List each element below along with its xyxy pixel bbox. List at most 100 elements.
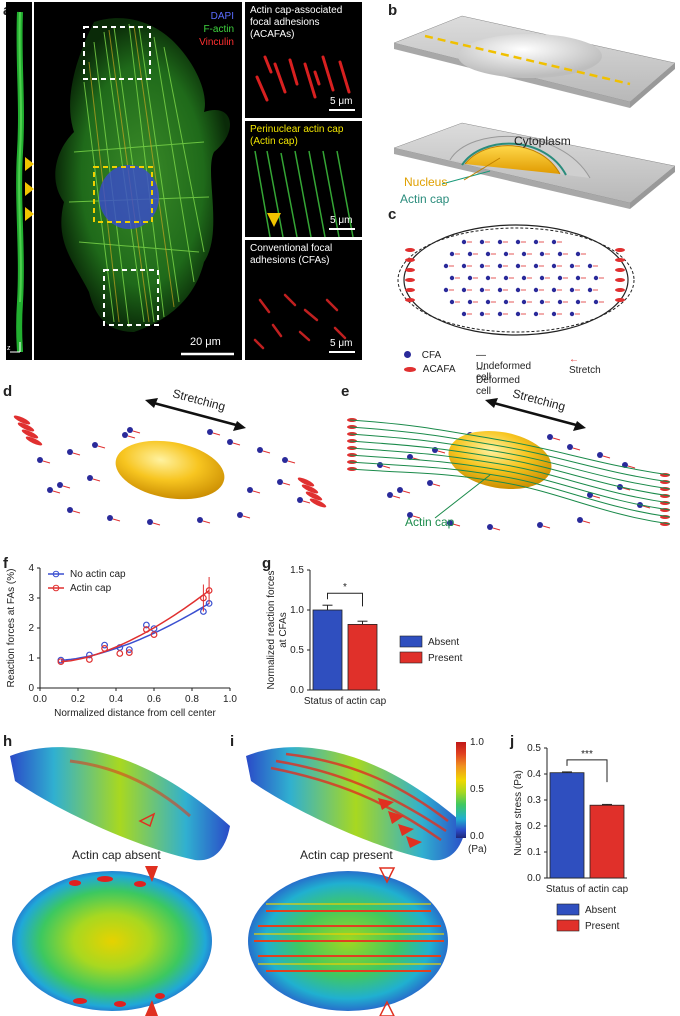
stretch-arrow	[97, 445, 106, 449]
legend-swatch	[556, 919, 580, 932]
z-section-strip: z	[6, 2, 34, 360]
arrowhead-icon	[267, 213, 281, 227]
cfa-dot	[575, 275, 581, 281]
cfa-dot	[479, 287, 485, 293]
stretch-arrow	[132, 430, 141, 434]
stretch-arrow	[432, 483, 441, 487]
cfa-dot	[197, 517, 203, 523]
bar-present	[589, 804, 625, 879]
y-tick-label: 1.5	[290, 565, 304, 576]
fa-layout-schematic	[397, 224, 635, 336]
cfa-dot	[539, 251, 545, 257]
z-section-image	[10, 11, 34, 353]
cfa-dot	[57, 482, 63, 488]
significance-mark: ***	[581, 749, 593, 760]
cfa-dot	[67, 449, 73, 455]
cfa-dot	[461, 263, 467, 269]
y-axis-label: Reaction forces at FAs (%)	[6, 569, 17, 688]
cfa-dot	[377, 462, 383, 468]
stretch-arrow	[542, 525, 551, 529]
cfa-dot	[87, 475, 93, 481]
fit-line-0	[60, 602, 210, 661]
arrowhead-icon	[388, 811, 404, 824]
arrowhead-icon	[378, 867, 396, 884]
cfa-dot	[569, 263, 575, 269]
cfa-dot	[593, 299, 599, 305]
cfa-dot	[107, 515, 113, 521]
data-point	[125, 649, 133, 656]
panel-label-j: j	[510, 733, 515, 750]
data-point	[142, 626, 150, 633]
y-tick-label: 1.0	[290, 605, 304, 616]
legend-marker	[52, 570, 60, 578]
panel-label-f: f	[3, 555, 8, 572]
acafa-mark	[615, 278, 625, 282]
stretch-arrow	[252, 490, 261, 494]
actin-cable	[349, 454, 671, 511]
cfa-dot	[515, 287, 521, 293]
cfa-dot	[277, 479, 283, 485]
acafa-mark	[405, 258, 415, 262]
arrowhead-icon	[25, 157, 34, 171]
data-point	[57, 658, 65, 665]
inset-cfa-title: Conventional focal adhesions (CFAs)	[250, 243, 333, 266]
y-tick-label: 0.3	[527, 795, 541, 806]
acafa-mark	[13, 415, 31, 425]
main-micrograph: DAPI F-actin Vinculin 20 μm	[34, 2, 242, 360]
stretch-arrow	[127, 435, 136, 439]
cfa-dot	[227, 439, 233, 445]
cfa-dot	[533, 287, 539, 293]
cfa-dot	[92, 442, 98, 448]
y-tick-label: 3	[28, 593, 34, 604]
axis-z-label: z	[7, 345, 11, 352]
legend-swatch	[399, 651, 423, 664]
legend-label: Present	[428, 653, 463, 664]
colorbar-tick-max: 1.0	[470, 737, 484, 748]
x-axis-label: Normalized distance from cell center	[54, 708, 216, 719]
stretch-arrow	[282, 482, 291, 486]
cfa-dot	[533, 311, 539, 317]
cfa-dot	[569, 287, 575, 293]
stretch-arrow	[112, 518, 121, 522]
cfa-dot	[521, 251, 527, 257]
arrowhead-icon	[379, 1000, 395, 1016]
arrowhead-icon	[25, 207, 34, 221]
cfa-dot	[497, 263, 503, 269]
acafa-mark	[17, 422, 35, 432]
stretch-arrow	[212, 432, 221, 436]
y-tick-label: 1	[28, 653, 34, 664]
inset-actin-cap: Perinuclear actin cap (Actin cap) 5 μm	[245, 121, 362, 238]
y-tick-label: 0.2	[527, 821, 541, 832]
label-actin-cap-e: Actin cap	[405, 515, 455, 529]
significance-bracket	[566, 759, 608, 783]
data-point	[125, 646, 133, 653]
significance-mark: *	[343, 582, 347, 593]
legend-vinculin: Vinculin	[199, 37, 234, 48]
x-tick-label: 0.8	[185, 694, 199, 705]
legend-marker	[52, 584, 60, 592]
panel-label-d: d	[3, 383, 13, 400]
acafa-mark	[615, 258, 625, 262]
x-axis-label: Status of actin cap	[546, 884, 629, 895]
actin-cable	[349, 440, 671, 497]
cfa-dot	[551, 287, 557, 293]
cfa-dot	[47, 487, 53, 493]
colorbar-tick-min: 0.0	[470, 831, 484, 842]
cfa-dot	[497, 311, 503, 317]
acafa-mark	[297, 477, 315, 487]
cfa-dot	[575, 299, 581, 305]
legend-f-actin: F-actin	[203, 24, 234, 35]
acafa-mark	[405, 298, 415, 302]
acafa-mark	[405, 278, 415, 282]
cfa-dot	[577, 517, 583, 523]
legend-swatch	[399, 635, 423, 648]
panel-label-b: b	[388, 2, 398, 19]
data-point	[116, 650, 124, 657]
y-tick-label: 0.0	[527, 873, 541, 884]
acafa-mark	[615, 248, 625, 252]
y-tick-label: 0	[28, 683, 34, 694]
legend-acafa: ACAFA	[422, 364, 456, 375]
cfa-dot	[503, 251, 509, 257]
actin-cable	[349, 468, 671, 525]
panel-label-g: g	[262, 555, 272, 572]
